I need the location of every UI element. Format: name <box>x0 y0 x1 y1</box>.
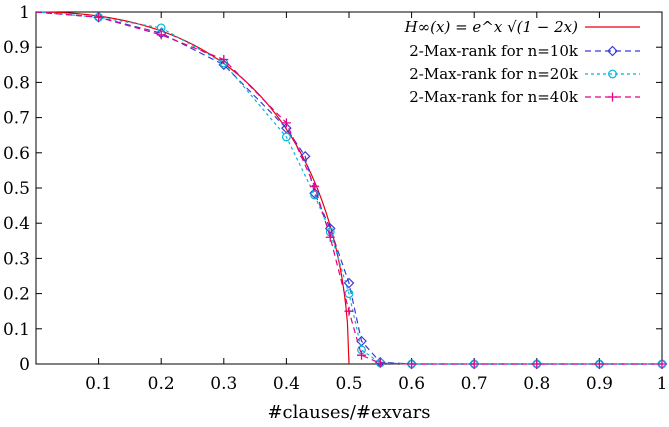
legend-label-2: 2-Max-rank for n=10k <box>409 42 579 60</box>
series-3-point <box>310 190 319 200</box>
x-tick-label: 0.8 <box>523 374 550 394</box>
series-4-point <box>281 118 291 128</box>
y-tick-label: 0.3 <box>3 249 30 269</box>
series-4-point <box>219 55 229 65</box>
series-4-point <box>469 359 479 369</box>
series-4-point <box>407 359 417 369</box>
y-tick-label: 0.1 <box>3 320 30 340</box>
x-tick-label: 0.5 <box>335 374 362 394</box>
y-tick-label: 0.2 <box>3 285 30 305</box>
series-4-point <box>94 12 104 22</box>
y-tick-label: 0.5 <box>3 179 30 199</box>
series-4-point <box>344 306 354 316</box>
series-4-point <box>357 350 367 360</box>
legend-marker-2 <box>607 45 618 57</box>
series-4-point <box>375 358 385 368</box>
series-4-point <box>156 30 166 40</box>
series-4-point <box>532 359 542 369</box>
series-4-point <box>310 181 320 191</box>
legend-marker-4 <box>608 92 617 102</box>
chart-marks <box>35 11 668 370</box>
series-4-point <box>657 359 667 369</box>
y-tick-label: 0.6 <box>3 144 30 164</box>
x-tick-label: 0.1 <box>85 374 112 394</box>
y-tick-label: 0.4 <box>3 214 30 234</box>
x-tick-label: 0.3 <box>210 374 237 394</box>
series-line-1 <box>36 11 350 365</box>
legend-label-3: 2-Max-rank for n=20k <box>409 65 579 83</box>
x-tick-label: 0.6 <box>398 374 425 394</box>
x-axis-label: #clauses/#exvars <box>267 402 430 423</box>
series-line-2 <box>35 11 662 365</box>
series-4-point <box>594 359 604 369</box>
series-2-point <box>299 150 311 162</box>
legend-label-4: 2-Max-rank for n=40k <box>409 88 579 106</box>
y-tick-label: 0 <box>19 355 30 375</box>
series-3-point <box>344 289 354 299</box>
legend: H∞(x) = e^x √(1 − 2x) 2-Max-rank for n=10… <box>404 18 640 106</box>
y-tick-label: 0.7 <box>3 109 30 129</box>
x-tick-label: 1 <box>657 374 668 394</box>
series-2-point <box>309 187 320 199</box>
series-2-point <box>218 59 230 71</box>
x-tick-label: 0.7 <box>461 374 488 394</box>
x-tick-label: 0.4 <box>273 374 300 394</box>
y-tick-label: 0.8 <box>3 73 30 93</box>
x-tick-label: 0.9 <box>586 374 613 394</box>
series-3-point <box>282 132 291 142</box>
series-2-point <box>343 277 355 289</box>
legend-label-1: H∞(x) = e^x √(1 − 2x) <box>404 18 579 36</box>
y-tick-label: 1 <box>19 3 30 23</box>
x-tick-label: 0.2 <box>148 374 175 394</box>
y-tick-label: 0.9 <box>3 38 30 58</box>
legend-marker-3 <box>608 69 617 79</box>
axes: 0 0.1 0.2 0.3 0.4 0.5 0.6 0.7 0.8 0.9 1 0.1 0.2 0.3 0.… <box>3 3 667 394</box>
series-4-point <box>325 232 335 242</box>
